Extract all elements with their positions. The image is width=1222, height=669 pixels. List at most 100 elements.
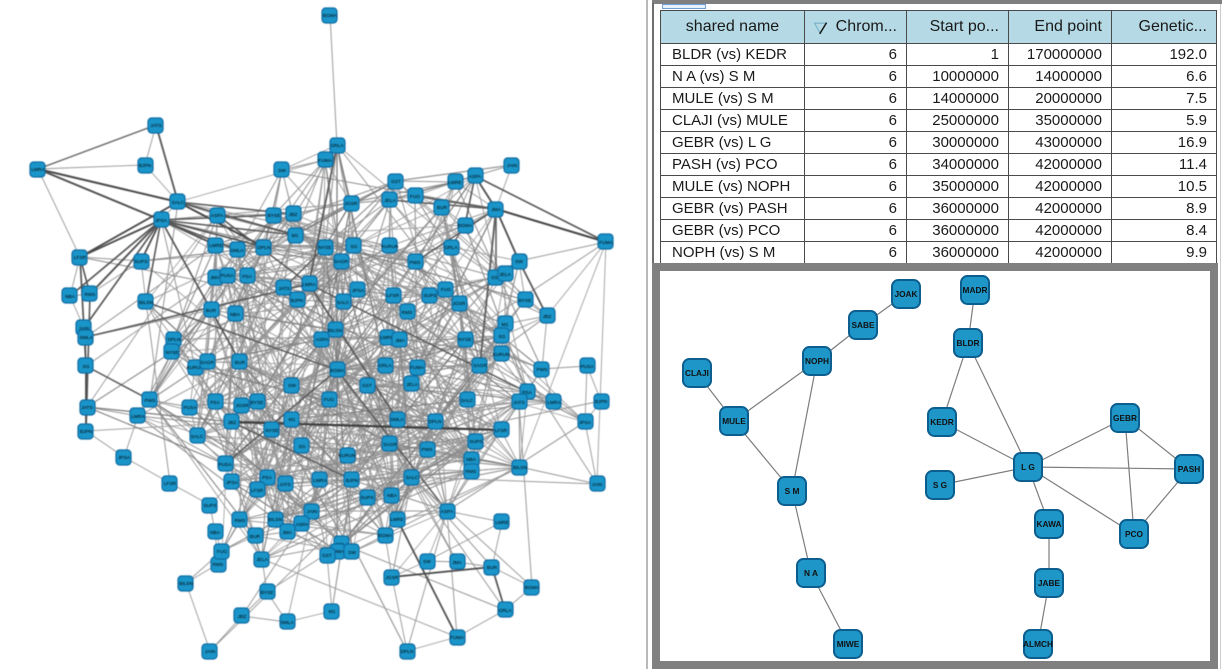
svg-text:JELA: JELA	[406, 382, 418, 388]
svg-text:FUG: FUG	[324, 397, 334, 403]
svg-text:LMRE: LMRE	[390, 517, 403, 523]
svg-text:LMRA: LMRA	[302, 282, 316, 288]
svg-text:PASH: PASH	[1178, 464, 1200, 474]
svg-text:GST: GST	[322, 553, 332, 559]
svg-text:N A: N A	[804, 568, 818, 578]
svg-text:JPSA: JPSA	[226, 480, 239, 486]
svg-text:BJPN: BJPN	[80, 429, 93, 435]
svg-text:SMLA: SMLA	[390, 417, 404, 423]
svg-text:BILSN: BILSN	[179, 581, 193, 587]
svg-text:JATS: JATS	[150, 123, 161, 129]
svg-text:NOPH: NOPH	[805, 356, 829, 366]
svg-text:RMS: RMS	[466, 469, 477, 475]
svg-text:LFSR: LFSR	[164, 481, 177, 487]
svg-text:JPSA: JPSA	[352, 288, 365, 294]
svg-text:SAGR: SAGR	[383, 442, 397, 448]
svg-text:NBA: NBA	[387, 493, 398, 499]
svg-text:LFSR: LFSR	[74, 255, 87, 261]
svg-text:BJPN: BJPN	[291, 298, 304, 304]
svg-text:LMRA: LMRA	[547, 400, 561, 406]
svg-text:FUMA: FUMA	[330, 549, 344, 555]
svg-text:BGMA: BGMA	[323, 13, 338, 19]
svg-text:ASPA: ASPA	[469, 174, 482, 180]
svg-text:BILSN: BILSN	[268, 517, 282, 523]
svg-text:JMA: JMA	[491, 207, 501, 213]
svg-text:NYSE: NYSE	[165, 350, 178, 356]
svg-text:BYSE: BYSE	[268, 213, 281, 219]
svg-text:JELA: JELA	[499, 272, 511, 278]
svg-text:FUG: FUG	[410, 194, 420, 200]
svg-text:RMS: RMS	[85, 292, 96, 298]
svg-text:JMA: JMA	[210, 275, 220, 281]
svg-text:FUMA: FUMA	[599, 240, 613, 246]
svg-text:ASPA: ASPA	[441, 509, 454, 515]
svg-text:KURUN: KURUN	[338, 453, 356, 459]
svg-text:L G: L G	[1021, 462, 1035, 472]
svg-text:BUR: BUR	[250, 534, 261, 540]
svg-text:LFSR: LFSR	[251, 488, 264, 494]
svg-text:BUR: BUR	[235, 360, 246, 366]
svg-text:SALC: SALC	[406, 475, 419, 481]
svg-text:BILSN: BILSN	[513, 465, 527, 471]
svg-text:SG: SG	[499, 334, 506, 340]
svg-text:KURUN: KURUN	[186, 365, 204, 371]
svg-text:SMLA: SMLA	[280, 620, 294, 626]
svg-text:JMA: JMA	[282, 530, 292, 536]
svg-text:M1: M1	[502, 322, 509, 328]
svg-text:KAWA: KAWA	[1037, 519, 1062, 529]
svg-text:LMRE: LMRE	[495, 520, 508, 526]
svg-text:FUG: FUG	[441, 287, 451, 293]
svg-text:SALC: SALC	[191, 434, 204, 440]
svg-text:FUMA: FUMA	[450, 635, 464, 641]
svg-text:SW: SW	[423, 559, 431, 565]
svg-text:GST: GST	[391, 179, 401, 185]
svg-text:LMRE: LMRE	[380, 335, 393, 341]
svg-text:NYSE: NYSE	[265, 428, 278, 434]
svg-text:JAIN: JAIN	[205, 649, 216, 655]
svg-text:RMS: RMS	[213, 562, 224, 568]
svg-text:SUPS: SUPS	[134, 259, 147, 265]
svg-text:GRLA: GRLA	[444, 245, 458, 251]
svg-text:SG: SG	[351, 244, 358, 250]
svg-text:GRLA: GRLA	[378, 363, 392, 369]
svg-text:M1: M1	[292, 233, 299, 239]
svg-text:NBA: NBA	[466, 457, 477, 463]
svg-text:MULE: MULE	[722, 416, 746, 426]
svg-text:PWS: PWS	[145, 398, 156, 404]
svg-text:JOAK: JOAK	[894, 289, 917, 299]
svg-text:SALC: SALC	[172, 200, 185, 206]
svg-text:JBZ: JBZ	[228, 420, 237, 426]
svg-text:SUPS: SUPS	[423, 293, 436, 299]
svg-text:SAGR: SAGR	[473, 363, 487, 369]
svg-text:PWS: PWS	[537, 367, 548, 373]
svg-text:SALC: SALC	[461, 398, 474, 404]
svg-text:JBZ: JBZ	[289, 212, 298, 218]
svg-text:LMRA: LMRA	[313, 478, 327, 484]
svg-text:NYSE: NYSE	[318, 245, 331, 251]
svg-text:NBA: NBA	[230, 312, 241, 318]
svg-text:GRLA: GRLA	[498, 608, 512, 614]
svg-text:SMLA: SMLA	[230, 248, 244, 254]
svg-text:GST: GST	[491, 275, 501, 281]
svg-text:FUMA: FUMA	[410, 365, 424, 371]
svg-text:JPSA: JPSA	[579, 420, 592, 426]
svg-text:JBZ: JBZ	[238, 614, 247, 620]
svg-text:JPSA: JPSA	[155, 218, 168, 224]
svg-text:JATS: JATS	[513, 400, 524, 406]
svg-text:PWS: PWS	[422, 447, 433, 453]
svg-text:PUSA: PUSA	[220, 273, 234, 279]
svg-text:GRLA: GRLA	[330, 143, 344, 149]
svg-text:JATS: JATS	[279, 482, 290, 488]
svg-text:SUPS: SUPS	[360, 495, 373, 501]
svg-text:JATS: JATS	[278, 286, 289, 292]
svg-text:PUSA: PUSA	[183, 405, 197, 411]
svg-text:RMS: RMS	[235, 518, 246, 524]
svg-text:PSA: PSA	[522, 390, 532, 396]
svg-text:BGMA: BGMA	[525, 585, 540, 591]
svg-text:FUMA: FUMA	[318, 158, 332, 164]
svg-text:RMS: RMS	[402, 310, 413, 316]
svg-text:GEBR: GEBR	[1113, 413, 1137, 423]
svg-text:JGSR: JGSR	[345, 201, 358, 207]
svg-text:BYSE: BYSE	[519, 298, 532, 304]
svg-text:LFSR: LFSR	[387, 293, 400, 299]
